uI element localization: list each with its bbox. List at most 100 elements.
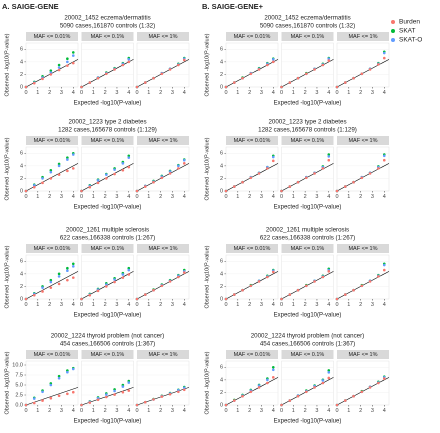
qq-point [296, 288, 300, 292]
x-tick-label: 3 [115, 90, 118, 96]
qq-point [41, 177, 44, 180]
qq-point [32, 401, 36, 405]
qq-point [177, 275, 180, 279]
qq-point [182, 388, 186, 392]
x-tick-label: 3 [60, 194, 63, 200]
facet-strip [281, 32, 334, 41]
x-tick-label: 4 [127, 302, 130, 308]
x-tick-label: 0 [80, 194, 83, 200]
facet-strip [337, 350, 389, 359]
x-tick-label: 0 [335, 408, 338, 414]
qq-point [368, 386, 372, 389]
x-tick-label: 0 [224, 90, 227, 96]
qq-point [24, 189, 28, 193]
x-tick-label: 4 [72, 408, 75, 414]
legend-swatch [391, 20, 395, 24]
x-tick-label: 3 [115, 194, 118, 200]
qq-point [249, 72, 253, 76]
x-tick-label: 4 [72, 194, 75, 200]
y-tick-label: 7.5 [15, 372, 23, 378]
x-axis-label: Expected -log10(P-value) [74, 313, 142, 319]
x-tick-label: 3 [371, 408, 374, 414]
x-tick-label: 0 [24, 302, 27, 308]
facet-label: MAF <= 0.1% [91, 246, 125, 252]
qq-point [121, 385, 125, 388]
legend-swatch [391, 29, 395, 33]
x-tick-label: 2 [48, 302, 51, 308]
facet-label: MAF <= 1% [148, 246, 177, 252]
y-tick-label: 2 [20, 72, 23, 78]
x-tick-label: 1 [347, 408, 350, 414]
chart-subtitle: 454 cases,166506 controls (1:367) [60, 341, 155, 348]
qq-point [80, 297, 83, 301]
y-tick-label: 0 [20, 296, 23, 302]
qq-point [313, 172, 316, 175]
y-tick-label: 2 [220, 72, 223, 78]
qq-point [57, 282, 61, 286]
y-axis-label: Observed -log10(P-value) [204, 33, 210, 96]
y-tick-label: 2 [20, 284, 23, 290]
qq-point [57, 374, 61, 378]
x-tick-label: 1 [36, 90, 39, 96]
qq-point [160, 284, 164, 288]
qq-point [66, 278, 69, 282]
qq-point [113, 393, 116, 396]
y-tick-label: 6 [220, 47, 223, 53]
qq-point [71, 276, 75, 279]
facet-panel [136, 360, 190, 406]
x-tick-label: 4 [183, 194, 186, 200]
facet-strip [26, 350, 78, 359]
facet-panel [336, 146, 390, 192]
x-tick-label: 3 [371, 90, 374, 96]
qq-point [288, 81, 292, 84]
qq-point [80, 85, 83, 89]
x-tick-label: 0 [224, 408, 227, 414]
qq-point [271, 155, 275, 159]
facet-strip [226, 32, 278, 41]
chart-title: 20002_1261 multiple sclerosis [66, 227, 149, 234]
qq-point [343, 185, 347, 188]
qq-point [24, 297, 28, 301]
x-tick-label: 2 [304, 194, 307, 200]
qq-point [168, 172, 172, 175]
qq-point [352, 76, 355, 80]
facet-label: MAF <= 1% [148, 352, 177, 358]
qq-point [32, 293, 36, 297]
qq-point [41, 390, 44, 394]
facet-label: MAF <= 1% [148, 34, 177, 40]
facet-label: MAF <= 1% [348, 246, 377, 252]
x-tick-label: 3 [115, 408, 118, 414]
qq-point [368, 280, 372, 283]
y-axis-label: Observed -log10(P-value) [204, 137, 210, 200]
qq-point [32, 81, 36, 85]
facet-panel [136, 254, 190, 300]
qq-point [327, 376, 331, 380]
x-tick-label: 2 [159, 90, 162, 96]
qq-point [271, 159, 275, 163]
y-axis-label: Observed -log10(P-value) [4, 137, 10, 200]
x-tick-label: 4 [383, 90, 386, 96]
qq-point [71, 61, 75, 65]
qq-point [232, 399, 236, 402]
legend-label: SKAT [399, 28, 416, 35]
qq-point [105, 72, 108, 76]
facet-panel [281, 254, 334, 300]
x-tick-label: 2 [304, 408, 307, 414]
legend-label: SKAT-O [399, 37, 422, 44]
chart-subtitle: 454 cases,166506 controls (1:367) [260, 341, 355, 348]
x-tick-label: 2 [48, 90, 51, 96]
qq-point [343, 81, 347, 84]
x-tick-label: 3 [315, 194, 318, 200]
y-tick-label: 0 [220, 296, 223, 302]
qq-point [127, 268, 131, 272]
qq-point [352, 288, 355, 292]
x-tick-label: 2 [248, 302, 251, 308]
x-tick-label: 1 [347, 194, 350, 200]
facet-label: MAF <= 0.1% [291, 352, 325, 358]
qq-point [360, 176, 364, 180]
qq-point [382, 154, 386, 158]
y-tick-label: 4 [220, 377, 223, 383]
facet-label: MAF <= 0.1% [291, 246, 325, 252]
x-tick-label: 4 [272, 194, 275, 200]
qq-point [127, 60, 131, 64]
